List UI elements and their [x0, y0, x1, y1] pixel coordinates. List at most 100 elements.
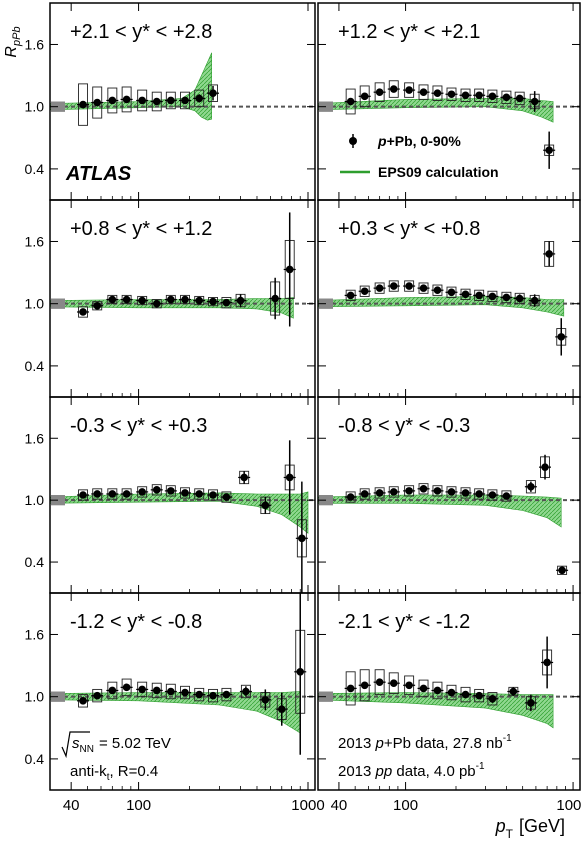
- data-point: [389, 679, 398, 688]
- data-point: [545, 250, 553, 258]
- legend-data-label-italic: p: [377, 133, 387, 149]
- data-point: [461, 290, 470, 299]
- data-point: [93, 301, 102, 310]
- lumi-ppb-label: 2013 p+Pb data, 27.8 nb-1: [338, 733, 512, 752]
- data-point: [461, 489, 470, 497]
- data-point: [195, 296, 204, 305]
- data-point: [167, 687, 175, 696]
- data-point: [167, 487, 175, 495]
- data-point: [79, 697, 87, 705]
- data-point: [543, 658, 551, 667]
- data-point: [261, 695, 270, 704]
- data-point: [360, 490, 369, 498]
- data-point: [541, 463, 549, 471]
- data-point: [167, 295, 175, 304]
- panel-rapidity-label: -1.2 < y* < -0.8: [70, 611, 202, 633]
- lumi-pp-italic: pp: [375, 763, 393, 780]
- data-point: [298, 534, 306, 543]
- data-point: [433, 487, 442, 495]
- y-tick-label: 1.0: [25, 99, 45, 115]
- x-axis-title-sub: T: [506, 827, 514, 841]
- data-point: [419, 684, 428, 693]
- y-tick-label: 0.4: [25, 161, 45, 177]
- data-point: [222, 298, 231, 307]
- x-tick-label: 1000: [556, 797, 581, 814]
- atlas-label: ATLAS: [65, 163, 132, 185]
- panel-rapidity-label: -0.8 < y* < -0.3: [338, 415, 470, 437]
- data-point: [447, 688, 456, 697]
- data-point: [285, 265, 294, 274]
- panel-5: 0.4 1.0 1.6 -0.3 < y* < +0.3: [25, 396, 316, 594]
- y-tick-label: 1.6: [25, 36, 45, 52]
- data-point: [240, 473, 248, 482]
- y-tick-label: 1.0: [25, 492, 45, 508]
- panel-1: 0.4 1.0 1.6 +2.1 < y* < +2.8: [25, 2, 316, 201]
- data-point: [209, 691, 217, 700]
- y-axis-title: RpPb: [3, 26, 23, 57]
- lumi-pp-mid: data, 4.0 pb: [392, 763, 475, 780]
- data-point: [108, 686, 117, 695]
- panel-frame: [49, 592, 316, 791]
- panel-rapidity-label: +2.1 < y* < +2.8: [70, 21, 212, 43]
- panel-frame: [317, 592, 581, 791]
- data-point: [122, 95, 131, 104]
- data-point: [242, 687, 250, 696]
- data-point: [167, 96, 175, 105]
- lumi-pp-label: 2013 pp data, 4.0 pb-1: [338, 761, 485, 780]
- data-point: [502, 492, 511, 500]
- data-point: [515, 94, 524, 103]
- data-point: [405, 86, 413, 94]
- lumi-pp-prefix: 2013: [338, 763, 376, 780]
- lumi-ppb-italic: p: [375, 735, 384, 752]
- data-point: [93, 691, 102, 700]
- algo-label-sub: t: [107, 772, 110, 783]
- data-point: [108, 490, 117, 498]
- data-point: [285, 473, 294, 482]
- data-point: [433, 286, 442, 295]
- data-point: [222, 493, 231, 501]
- legend-band-label: EPS09 calculation: [378, 164, 499, 180]
- y-tick-label: 0.4: [25, 358, 45, 374]
- data-point: [181, 295, 189, 304]
- data-point: [502, 293, 511, 302]
- data-point: [509, 687, 518, 696]
- data-point: [209, 89, 217, 98]
- data-point: [488, 92, 497, 101]
- data-point: [527, 482, 535, 491]
- data-point: [152, 97, 161, 106]
- eps09-band: [317, 98, 554, 123]
- x-tick-label: 40: [63, 797, 80, 814]
- energy-label-sub: NN: [80, 744, 94, 755]
- data-point: [222, 690, 231, 699]
- data-point: [447, 90, 456, 99]
- y-tick-label: 1.0: [25, 296, 45, 312]
- data-point: [488, 694, 497, 703]
- y-tick-label: 1.0: [25, 689, 45, 705]
- data-point: [475, 691, 483, 700]
- x-axis-title-main: p: [495, 816, 506, 836]
- legend-data-label: p+Pb, 0-90%: [377, 133, 461, 149]
- data-point: [138, 685, 146, 694]
- data-point: [375, 489, 384, 497]
- data-point: [475, 91, 483, 100]
- data-point: [195, 490, 204, 498]
- lumi-ppb-sup: -1: [503, 733, 512, 744]
- lumi-ppb-prefix: 2013: [338, 735, 376, 752]
- sqrt-symbol: [61, 731, 90, 759]
- x-tick-label: 100: [126, 797, 151, 814]
- panels-group: 0.4 1.0 1.6 +2.1 < y* < +2.8 +1.2 < y* < +2.…: [25, 2, 581, 814]
- data-point: [419, 485, 428, 493]
- data-point: [346, 684, 355, 693]
- data-point: [122, 295, 131, 304]
- lumi-pp-sup: -1: [476, 761, 485, 772]
- data-point: [236, 296, 245, 305]
- eps09-band: [49, 491, 309, 534]
- x-tick-label: 40: [331, 797, 348, 814]
- data-point: [419, 284, 428, 292]
- x-tick-label: 100: [393, 797, 418, 814]
- data-point: [108, 96, 117, 105]
- y-tick-label: 0.4: [25, 554, 45, 570]
- data-point: [389, 488, 398, 496]
- data-point: [138, 296, 146, 305]
- y-tick-label: 1.6: [25, 430, 45, 446]
